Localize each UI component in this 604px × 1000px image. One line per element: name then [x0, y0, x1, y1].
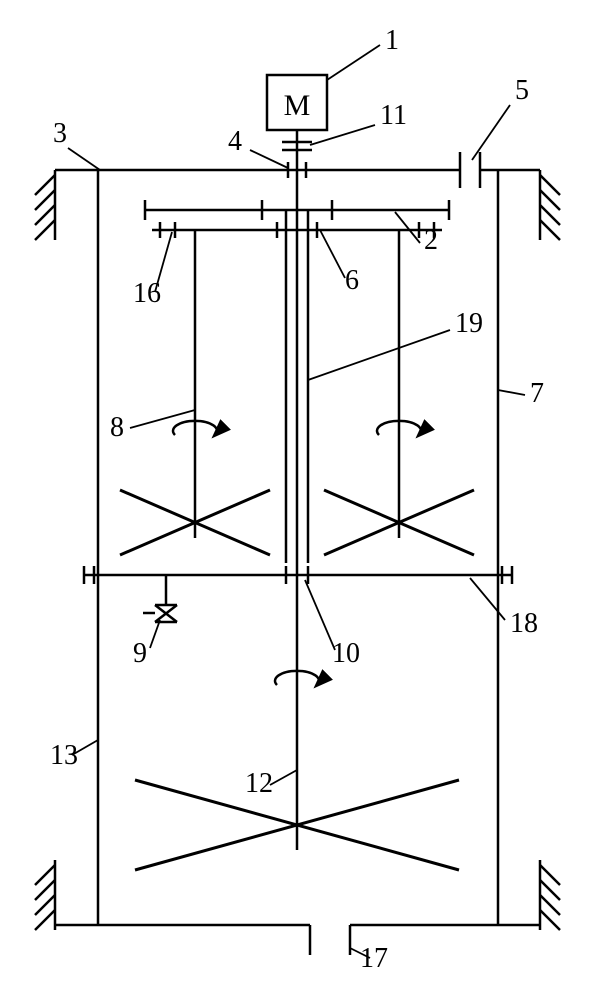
diagram-container: M — [0, 0, 604, 1000]
valve-9 — [143, 575, 177, 622]
label-7: 7 — [530, 378, 544, 410]
label-18: 18 — [510, 608, 538, 640]
label-13: 13 — [50, 740, 78, 772]
hatch-bottom-right — [540, 860, 560, 930]
label-2: 2 — [424, 225, 438, 257]
motor-label: M — [284, 89, 311, 122]
label-11: 11 — [380, 100, 407, 132]
hatch-bottom-left — [35, 860, 55, 930]
label-17: 17 — [360, 943, 388, 975]
label-3: 3 — [53, 118, 67, 150]
label-9: 9 — [133, 638, 147, 670]
label-8: 8 — [110, 412, 124, 444]
label-19: 19 — [455, 308, 483, 340]
label-10: 10 — [332, 638, 360, 670]
hatch-top-left — [35, 170, 55, 240]
label-1: 1 — [385, 25, 399, 57]
label-4: 4 — [228, 126, 242, 158]
label-12: 12 — [245, 768, 273, 800]
hatch-top-right — [540, 170, 560, 240]
label-16: 16 — [133, 278, 161, 310]
schematic-svg: M — [0, 0, 604, 1000]
label-5: 5 — [515, 75, 529, 107]
label-6: 6 — [345, 265, 359, 297]
